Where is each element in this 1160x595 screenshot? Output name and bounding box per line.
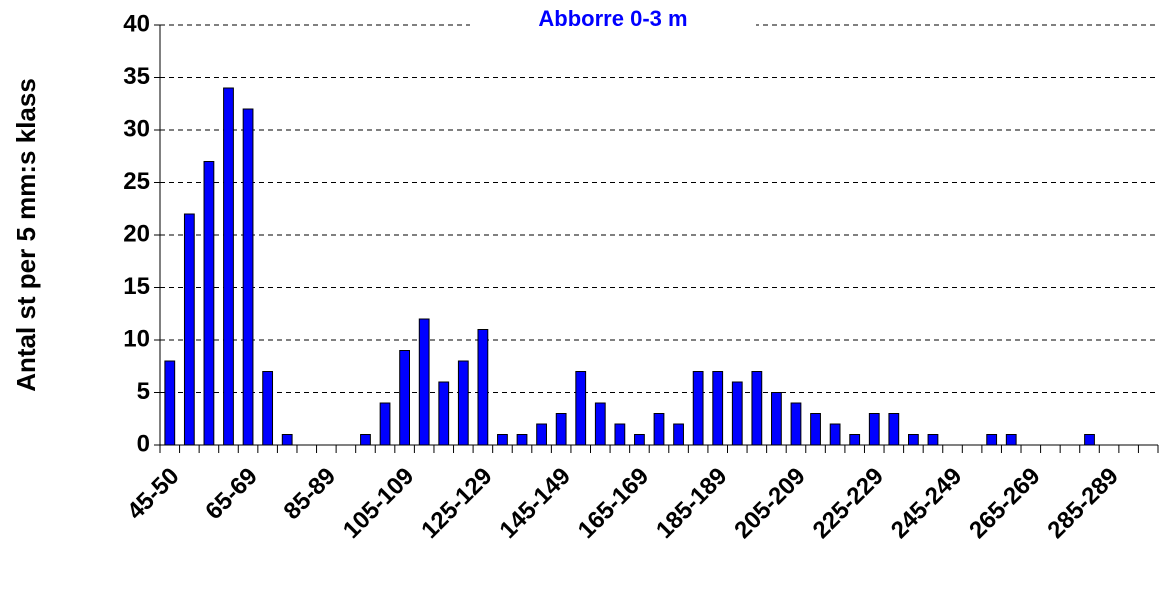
bar bbox=[712, 371, 724, 446]
bar bbox=[457, 360, 469, 446]
bar bbox=[555, 413, 567, 446]
bar bbox=[477, 329, 489, 446]
bar bbox=[673, 423, 684, 446]
chart-title: Abborre 0-3 m bbox=[538, 6, 687, 31]
bar bbox=[497, 434, 508, 446]
bar bbox=[731, 381, 743, 446]
bar bbox=[594, 402, 606, 446]
x-tick-label: 265-269 bbox=[964, 463, 1045, 544]
bar bbox=[203, 161, 215, 446]
y-tick-label: 25 bbox=[123, 168, 150, 195]
y-axis-label: Antal st per 5 mm:s klass bbox=[11, 78, 41, 392]
x-tick-label: 145-149 bbox=[495, 463, 576, 544]
bar bbox=[614, 423, 626, 446]
bar bbox=[438, 381, 450, 446]
bar bbox=[360, 434, 371, 446]
y-tick-label: 35 bbox=[123, 63, 150, 90]
bar bbox=[379, 402, 391, 446]
x-tick-label: 85-89 bbox=[279, 463, 342, 526]
bar bbox=[418, 318, 430, 446]
x-tick-label: 285-289 bbox=[1042, 463, 1123, 544]
y-tick-label: 15 bbox=[123, 273, 150, 300]
bar bbox=[829, 423, 841, 446]
y-tick-label: 30 bbox=[123, 115, 150, 142]
bar bbox=[634, 434, 645, 446]
y-tick-label: 10 bbox=[123, 325, 150, 352]
bar bbox=[810, 413, 821, 446]
bar bbox=[653, 413, 665, 446]
bar bbox=[164, 360, 176, 446]
y-tick-label: 0 bbox=[137, 430, 150, 457]
bar bbox=[868, 413, 880, 446]
x-tick-label: 245-249 bbox=[886, 463, 967, 544]
bar bbox=[986, 434, 998, 446]
bar bbox=[516, 434, 528, 446]
bar bbox=[262, 371, 274, 446]
bar bbox=[536, 423, 547, 446]
bar bbox=[223, 87, 234, 446]
bar bbox=[242, 108, 254, 446]
x-tick-label: 205-209 bbox=[729, 463, 810, 544]
y-tick-label: 40 bbox=[123, 10, 150, 37]
bar bbox=[849, 434, 861, 446]
bar bbox=[1084, 434, 1095, 446]
bar bbox=[790, 402, 802, 446]
x-tick-label: 45-50 bbox=[122, 463, 185, 526]
bar bbox=[281, 434, 293, 446]
bar bbox=[399, 350, 411, 446]
bar bbox=[771, 392, 782, 446]
x-tick-label: 165-169 bbox=[573, 463, 654, 544]
bar bbox=[692, 371, 704, 446]
bar bbox=[908, 434, 919, 446]
x-tick-label: 65-69 bbox=[200, 463, 263, 526]
y-tick-label: 5 bbox=[137, 378, 150, 405]
bar bbox=[927, 434, 939, 446]
x-tick-label: 125-129 bbox=[416, 463, 497, 544]
x-tick-label: 105-109 bbox=[338, 463, 419, 544]
x-tick-label: 185-189 bbox=[651, 463, 732, 544]
title-background bbox=[470, 5, 756, 41]
bar bbox=[751, 371, 763, 446]
bar bbox=[888, 413, 900, 446]
bar bbox=[1005, 434, 1017, 446]
bar bbox=[575, 371, 587, 446]
bar bbox=[183, 213, 195, 446]
y-tick-label: 20 bbox=[123, 220, 150, 247]
x-tick-label: 225-229 bbox=[808, 463, 889, 544]
